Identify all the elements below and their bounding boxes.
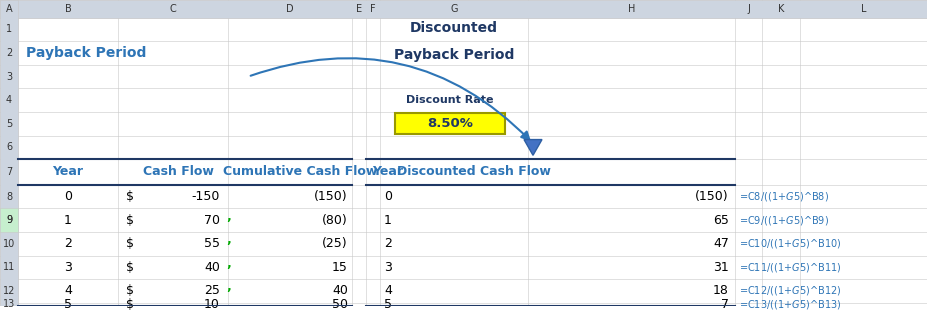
Text: ’: ’	[226, 216, 231, 230]
Text: Payback Period: Payback Period	[26, 46, 146, 60]
Text: J: J	[747, 4, 750, 14]
Text: 5: 5	[6, 119, 12, 129]
Text: D: D	[286, 4, 294, 14]
Text: 4: 4	[64, 285, 72, 297]
Text: 1: 1	[64, 214, 72, 227]
Text: Cumulative Cash Flow: Cumulative Cash Flow	[222, 165, 377, 179]
Text: (25): (25)	[323, 237, 348, 250]
Text: A: A	[6, 4, 12, 14]
Text: 6: 6	[6, 142, 12, 152]
Text: 9: 9	[6, 215, 12, 225]
Text: Discounted: Discounted	[410, 21, 498, 35]
Text: H: H	[628, 4, 635, 14]
Text: 8: 8	[6, 192, 12, 202]
Text: C: C	[170, 4, 176, 14]
Text: 4: 4	[6, 95, 12, 105]
Text: 10: 10	[3, 239, 15, 249]
Text: 25: 25	[204, 285, 220, 297]
Text: (150): (150)	[314, 190, 348, 203]
Text: 31: 31	[713, 261, 729, 274]
Text: 4: 4	[384, 285, 392, 297]
Text: 1: 1	[6, 25, 12, 35]
Text: $: $	[126, 285, 134, 297]
Text: $: $	[126, 237, 134, 250]
Text: 0: 0	[64, 190, 72, 203]
Text: 50: 50	[332, 298, 348, 311]
Text: 9: 9	[6, 215, 12, 225]
Text: 5: 5	[64, 298, 72, 311]
Text: 70: 70	[204, 214, 220, 227]
Bar	[0, 0, 927, 18]
Text: ’: ’	[226, 240, 231, 253]
Text: -150: -150	[192, 190, 220, 203]
Text: 3: 3	[6, 72, 12, 82]
Text: 0: 0	[384, 190, 392, 203]
Text: E: E	[356, 4, 362, 14]
Text: Year: Year	[373, 165, 403, 179]
Text: =C13/((1+$G$5)^B13): =C13/((1+$G$5)^B13)	[739, 298, 842, 311]
Text: =C11/((1+$G$5)^B11): =C11/((1+$G$5)^B11)	[739, 261, 842, 274]
Text: =C12/((1+$G$5)^B12): =C12/((1+$G$5)^B12)	[739, 285, 842, 297]
Text: 55: 55	[204, 237, 220, 250]
Text: G: G	[451, 4, 458, 14]
Text: 12: 12	[3, 286, 15, 296]
Text: 13: 13	[3, 299, 15, 309]
Text: 10: 10	[204, 298, 220, 311]
Text: 2: 2	[384, 237, 392, 250]
Text: 3: 3	[64, 261, 72, 274]
Text: 15: 15	[332, 261, 348, 274]
Text: 11: 11	[3, 262, 15, 272]
Text: ’: ’	[226, 264, 231, 277]
Text: B: B	[65, 4, 71, 14]
Text: 40: 40	[204, 261, 220, 274]
Text: 1: 1	[384, 214, 392, 227]
Text: $: $	[126, 190, 134, 203]
Text: Payback Period: Payback Period	[394, 48, 514, 62]
Text: 3: 3	[384, 261, 392, 274]
Text: L: L	[861, 4, 866, 14]
Text: Discounted Cash Flow: Discounted Cash Flow	[397, 165, 551, 179]
FancyArrowPatch shape	[250, 58, 529, 140]
Text: Year: Year	[53, 165, 83, 179]
Text: (150): (150)	[695, 190, 729, 203]
Text: =C9/((1+$G$5)^B9): =C9/((1+$G$5)^B9)	[739, 214, 829, 227]
Text: 47: 47	[713, 237, 729, 250]
Text: F: F	[370, 4, 375, 14]
Text: (80): (80)	[323, 214, 348, 227]
Text: 7: 7	[721, 298, 729, 311]
Bar	[395, 113, 505, 134]
Text: 8.50%: 8.50%	[427, 117, 473, 130]
Text: 2: 2	[6, 48, 12, 58]
Text: 65: 65	[713, 214, 729, 227]
Text: 40: 40	[332, 285, 348, 297]
Bar	[0, 208, 18, 232]
Polygon shape	[524, 140, 542, 155]
Text: $: $	[126, 261, 134, 274]
Text: Discount Rate: Discount Rate	[406, 95, 494, 105]
Bar	[0, 0, 18, 306]
Text: 18: 18	[713, 285, 729, 297]
Text: $: $	[126, 214, 134, 227]
Text: =C8/((1+$G$5)^B8): =C8/((1+$G$5)^B8)	[739, 190, 829, 203]
Text: 7: 7	[6, 167, 12, 177]
Text: $: $	[126, 298, 134, 311]
Text: 5: 5	[384, 298, 392, 311]
Text: ’: ’	[226, 287, 231, 300]
Text: Cash Flow: Cash Flow	[143, 165, 213, 179]
Text: 2: 2	[64, 237, 72, 250]
Text: K: K	[778, 4, 784, 14]
Text: =C10/((1+$G$5)^B10): =C10/((1+$G$5)^B10)	[739, 237, 842, 250]
